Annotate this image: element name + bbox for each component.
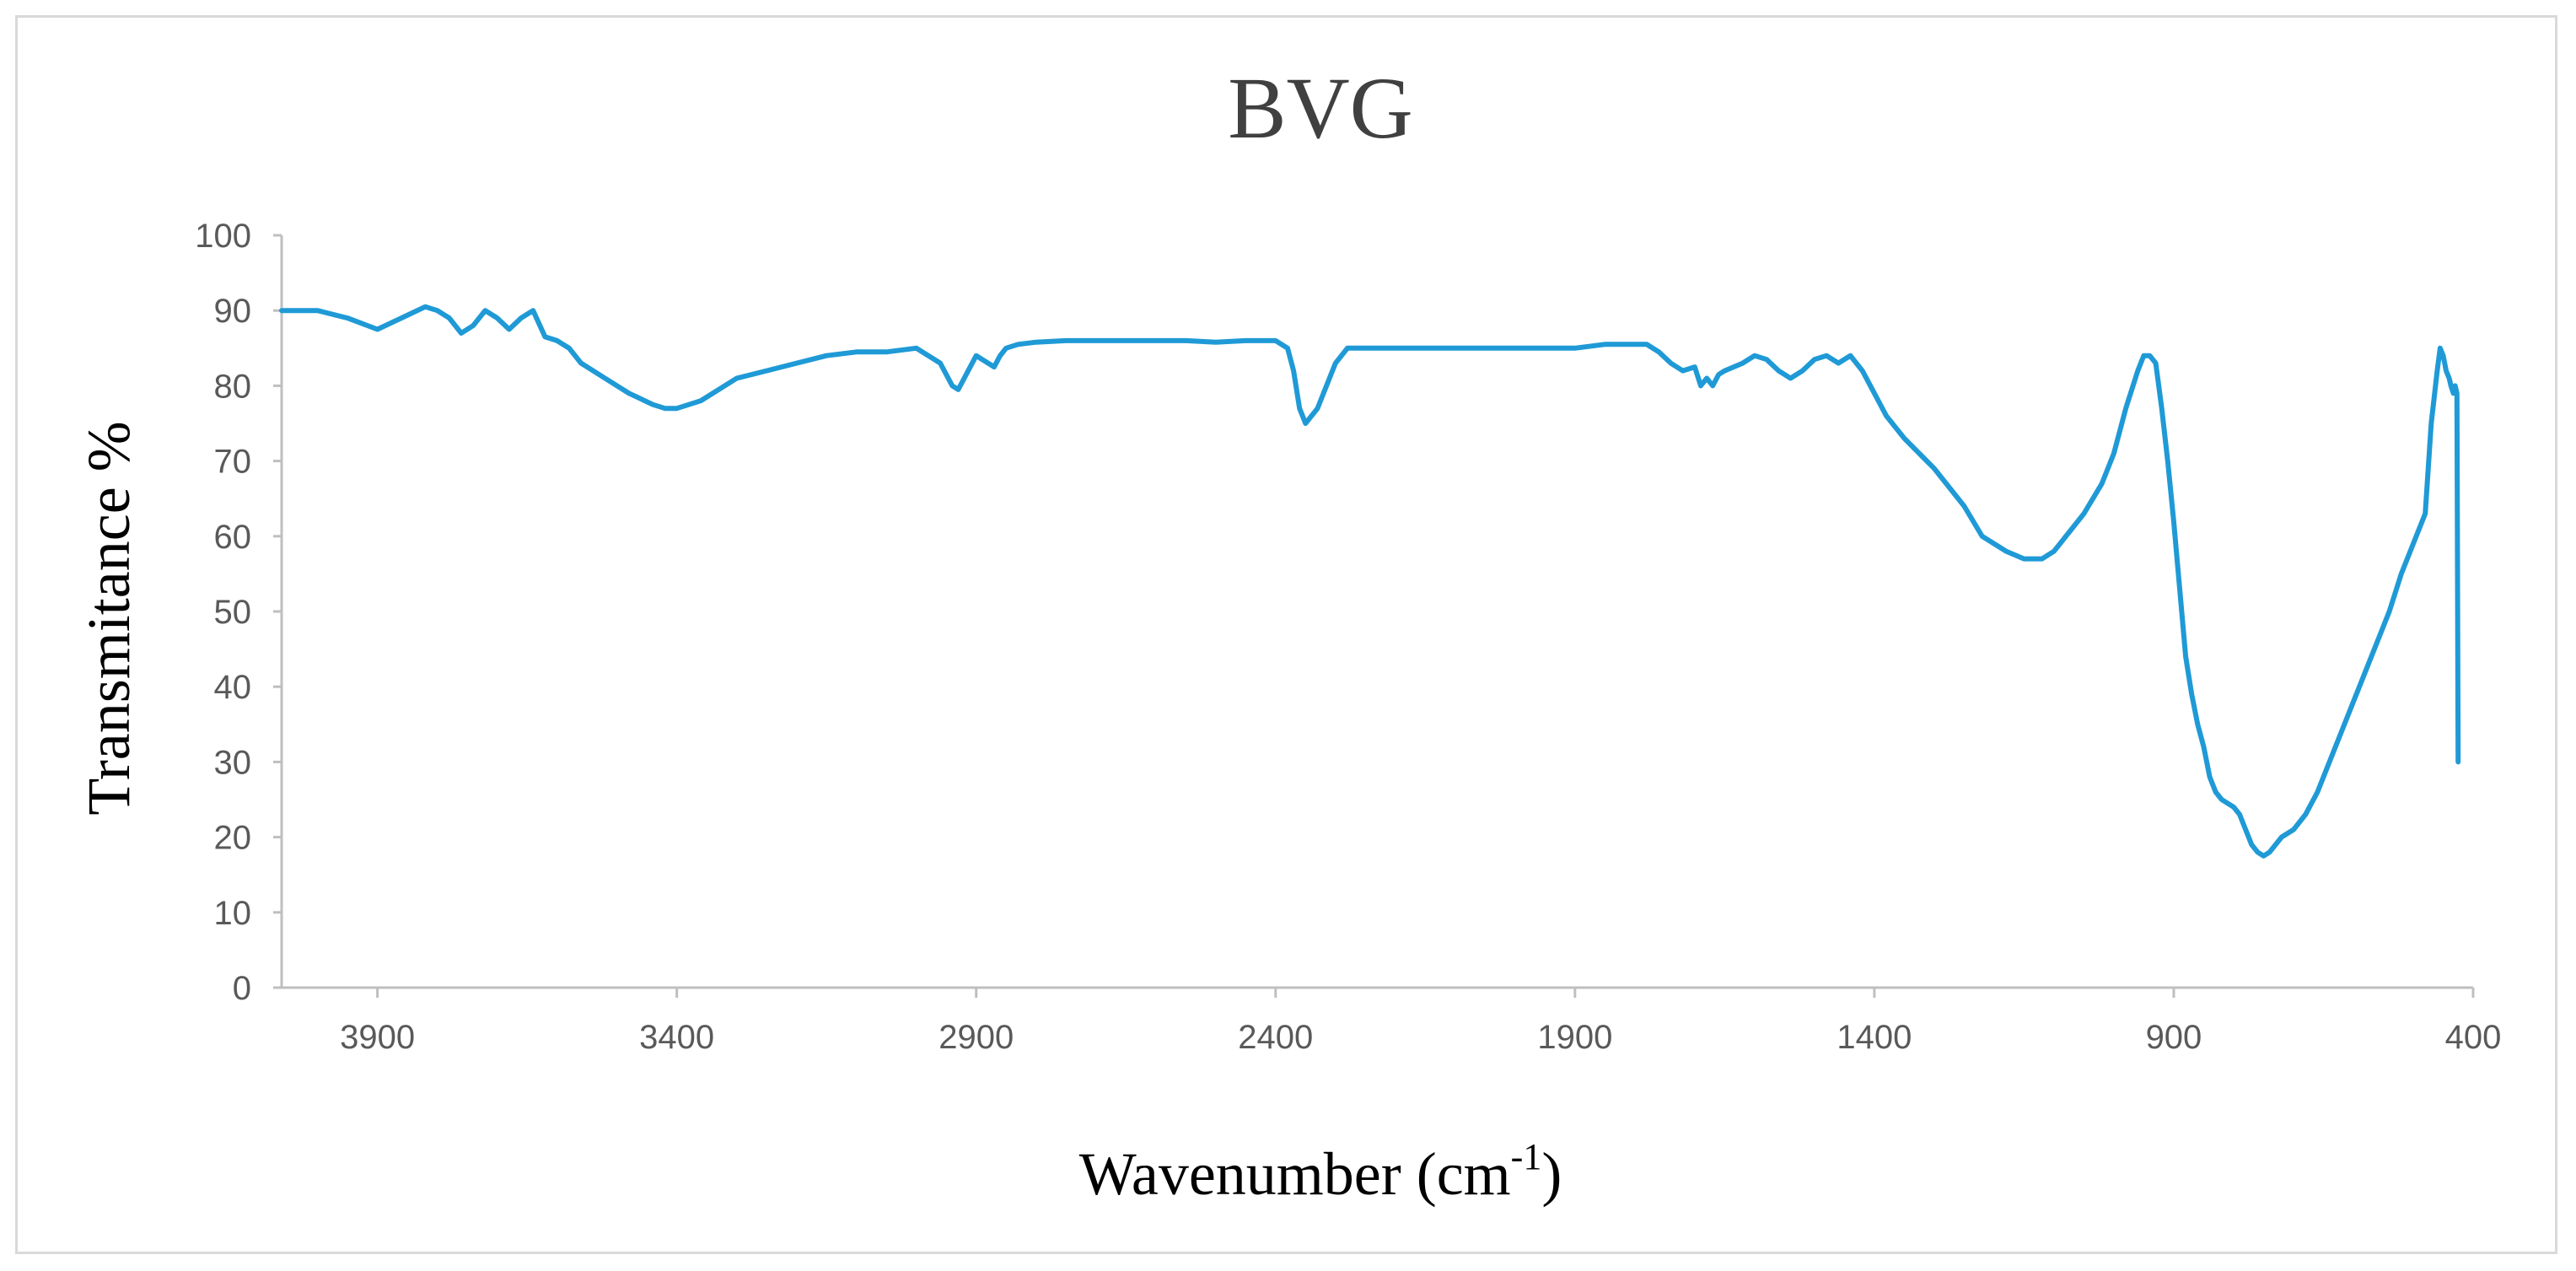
x-tick-label: 1400 [1837, 1019, 1912, 1056]
y-tick-label: 90 [214, 293, 252, 330]
y-tick-label: 40 [214, 669, 252, 706]
x-tick-label: 3900 [340, 1019, 415, 1056]
x-tick-label: 900 [2146, 1019, 2202, 1056]
series-group [279, 304, 2461, 859]
x-axis: 3900 3400 2900 2400 1900 1400 900 400 [282, 986, 2502, 1056]
x-axis-title: Wavenumber (cm-1) [1079, 1136, 1562, 1208]
x-tick-label: 1900 [1537, 1019, 1612, 1056]
series-line-1 [279, 304, 2461, 859]
y-tick-label: 50 [214, 594, 252, 631]
y-axis-title: Transmitance % [75, 421, 143, 815]
x-axis-title-superscript: -1 [1511, 1136, 1542, 1177]
x-axis-title-main: Wavenumber (cm [1079, 1140, 1511, 1208]
x-axis-title-close: ) [1541, 1140, 1562, 1208]
y-tick-label: 0 [233, 970, 251, 1007]
y-tick-label: 70 [214, 444, 252, 481]
chart-svg: BVG Transmitance % Wavenumber (cm-1) 0 10… [75, 60, 2502, 1208]
y-tick-label: 30 [214, 744, 252, 781]
chart-title: BVG [1228, 60, 1413, 157]
y-tick-label: 100 [195, 218, 251, 255]
x-tick-label: 2900 [938, 1019, 1014, 1056]
chart-frame: BVG Transmitance % Wavenumber (cm-1) 0 10… [15, 15, 2557, 1254]
x-tick-label: 2400 [1238, 1019, 1313, 1056]
y-tick-label: 10 [214, 895, 252, 932]
x-tick-label: 3400 [639, 1019, 714, 1056]
y-tick-label: 80 [214, 368, 252, 405]
y-tick-label: 60 [214, 519, 252, 556]
x-tick-label: 400 [2445, 1019, 2502, 1056]
y-axis: 0 10 20 30 40 50 60 70 80 90 100 [195, 218, 283, 1007]
y-tick-label: 20 [214, 820, 252, 857]
